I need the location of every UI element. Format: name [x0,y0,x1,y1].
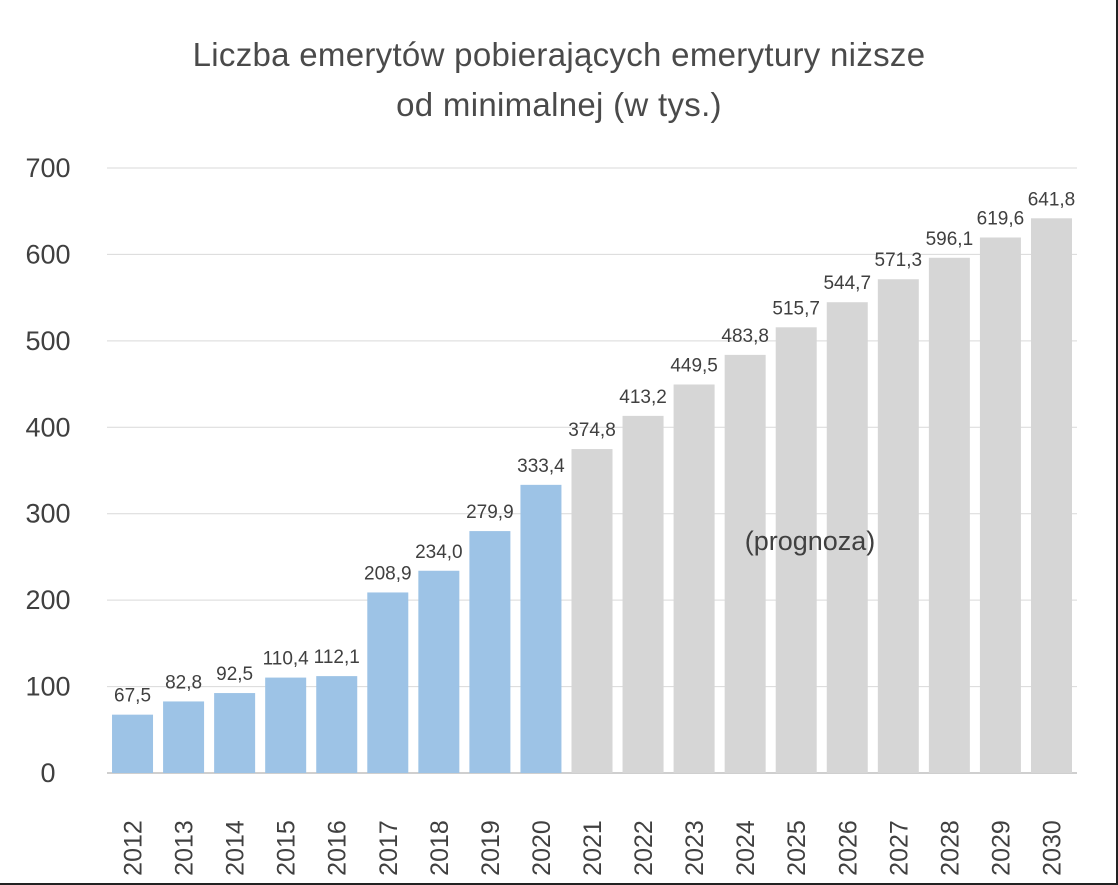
bar [367,592,409,773]
bar [112,714,154,773]
y-tick-label: 600 [25,239,70,269]
bar [265,677,307,773]
x-tick-label: 2022 [630,820,658,876]
data-label: 208,9 [364,563,412,584]
x-tick-label: 2030 [1038,820,1066,876]
x-tick-label: 2016 [324,820,352,876]
y-tick-label: 500 [25,326,70,356]
x-tick-label: 2020 [528,820,556,876]
forecast-bar [877,279,919,773]
x-tick-label: 2029 [987,820,1015,876]
y-tick-label: 0 [40,758,55,788]
x-tick-label: 2014 [222,820,250,876]
x-tick-label: 2021 [579,820,607,876]
forecast-bar [775,327,817,773]
data-label: 571,3 [875,250,923,271]
bar [214,693,256,773]
chart-title: Liczba emerytów pobierających emerytury … [0,30,1118,130]
bar [163,701,205,773]
data-label: 449,5 [670,356,718,377]
forecast-bar [979,237,1021,773]
data-label: 515,7 [772,298,820,319]
forecast-annotation: (prognoza) [745,526,876,556]
chart-title-line-1: Liczba emerytów pobierających emerytury … [192,36,926,73]
data-label: 596,1 [926,229,974,250]
data-label: 483,8 [721,326,769,347]
data-label: 544,7 [823,273,871,294]
data-label: 92,5 [216,664,253,685]
data-label: 112,1 [314,647,360,668]
forecast-bar [1030,218,1072,774]
data-label: 619,6 [977,208,1025,229]
data-label: 333,4 [517,456,565,477]
data-label: 374,8 [568,420,616,441]
x-axis-ticks: 2012 2013 2014 2015 2016 2017 2018 2019 2020 2021… [120,820,1067,876]
y-tick-label: 400 [25,412,70,442]
forecast-bar [724,354,766,773]
x-tick-label: 2026 [834,820,862,876]
bar [520,484,562,773]
data-label: 67,5 [114,686,151,707]
forecast-bar [571,449,613,773]
y-tick-label: 300 [25,499,70,529]
x-tick-label: 2027 [885,820,913,876]
data-label: 279,9 [466,502,514,523]
x-tick-label: 2019 [477,820,505,876]
chart-title-line-2: od minimalnej (w tys.) [396,86,722,123]
forecast-bar [673,384,715,773]
y-tick-label: 200 [25,585,70,615]
forecast-bar [622,415,664,773]
bars [112,218,1072,774]
data-label: 82,8 [165,672,202,693]
x-tick-label: 2013 [171,820,199,876]
forecast-bar [928,257,970,773]
y-axis-ticks: 0 100 200 300 400 500 600 700 [25,153,70,788]
x-tick-label: 2012 [120,820,148,876]
x-tick-label: 2015 [273,820,301,876]
data-label: 110,4 [263,649,310,670]
x-tick-label: 2018 [426,820,454,876]
x-tick-label: 2025 [783,820,811,876]
x-tick-label: 2028 [936,820,964,876]
y-tick-label: 700 [25,153,70,183]
data-label: 234,0 [415,542,463,563]
bar [418,570,460,773]
data-label: 641,8 [1028,189,1076,210]
x-tick-label: 2017 [375,820,403,876]
data-label: 413,2 [619,387,667,408]
x-tick-label: 2024 [732,820,760,876]
forecast-bar [826,302,868,773]
bar [469,531,511,773]
y-tick-label: 100 [25,672,70,702]
bar [316,676,358,773]
x-tick-label: 2023 [681,820,709,876]
